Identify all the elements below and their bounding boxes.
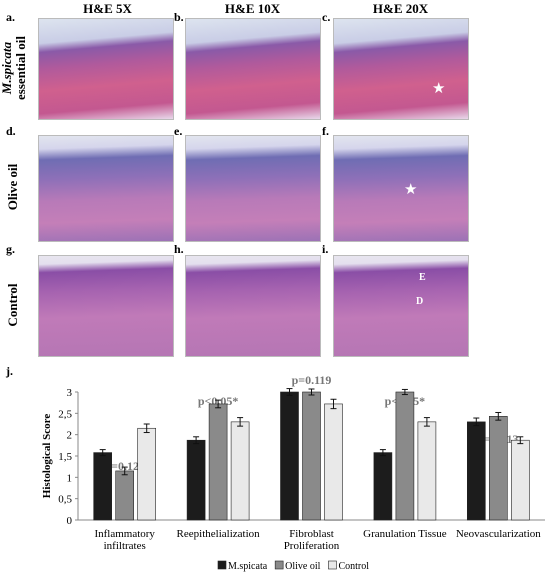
error-bar (517, 436, 524, 445)
legend-swatch (274, 560, 284, 570)
tissue-mark: E (419, 272, 426, 283)
bar (510, 439, 530, 521)
panel-letter: a. (6, 10, 15, 24)
row-label: Olive oil (5, 163, 20, 211)
histology-image (185, 135, 321, 242)
error-bar (379, 449, 386, 457)
histology-image (38, 135, 174, 242)
row-label: Control (5, 283, 20, 327)
column-header: H&E 10X (224, 1, 281, 16)
error-bar (308, 388, 315, 396)
annotation: p=0.119 (292, 373, 332, 387)
histology-image: E D (333, 255, 469, 357)
bar (324, 403, 343, 521)
row-label: M.spicata essential oil (0, 28, 28, 108)
column-header: H&E 5X (83, 1, 132, 16)
legend-label: M.spicata (228, 561, 268, 572)
panel-letter: h. (174, 242, 184, 256)
x-tick-label: Inflammatory infiltrates (94, 528, 155, 552)
bar (488, 416, 508, 521)
y-tick-label: 2 (67, 430, 73, 442)
error-bar (495, 411, 502, 421)
error-bar (121, 466, 128, 476)
x-tick-label: Neovascularization (455, 528, 541, 540)
annotation: p<0.05* (198, 394, 239, 408)
x-tick-label: Fibroblast Proliferation (283, 528, 340, 552)
x-tick-label: Granulation Tissue (363, 528, 447, 540)
bar (115, 470, 134, 521)
legend-label: Olive oil (285, 561, 320, 572)
error-bar (193, 436, 200, 445)
row-label-text: essential oil (13, 36, 28, 100)
error-bar (143, 423, 150, 434)
histology-image (38, 255, 174, 357)
panel-letter: b. (174, 10, 184, 24)
bar (395, 391, 415, 521)
error-bar (423, 417, 430, 427)
y-tick-label: 1,5 (58, 451, 72, 463)
error-bar (99, 449, 106, 457)
bar (93, 452, 112, 521)
bar (230, 421, 250, 521)
error-bar (330, 398, 337, 410)
bar (208, 403, 228, 521)
bar (302, 391, 321, 521)
bar (137, 427, 156, 521)
panel-letter: i. (322, 242, 329, 256)
legend-swatch (328, 560, 337, 570)
panel-letter: e. (174, 124, 183, 138)
panel-letter: j. (6, 364, 13, 378)
column-header: H&E 20X (372, 1, 429, 16)
y-axis-label: Histological Score (41, 414, 53, 499)
panel-letter: g. (6, 242, 15, 256)
x-tick-label: Reepithelialization (176, 528, 260, 540)
bar (417, 421, 437, 521)
annotation: p=0.123 (104, 459, 145, 473)
error-bar (237, 417, 244, 427)
histology-image: ★ (333, 135, 469, 242)
y-tick-label: 3 (67, 387, 73, 399)
star-marker: ★ (404, 182, 418, 198)
error-bar (286, 388, 293, 396)
row-label-italic: M.spicata (0, 41, 14, 95)
bar (373, 452, 393, 521)
panel-letter: c. (322, 10, 331, 24)
histology-image: ★ (333, 18, 469, 120)
bar (186, 439, 206, 521)
y-tick-label: 0,5 (58, 494, 72, 506)
legend-label: Control (338, 561, 369, 572)
error-bar (473, 417, 480, 427)
legend-swatch (217, 560, 227, 570)
star-marker: ★ (432, 81, 446, 97)
annotation: p<0.05* (385, 394, 426, 408)
annotation: p=0.413 (478, 432, 519, 446)
y-tick-label: 1 (67, 472, 73, 484)
y-tick-label: 0 (67, 515, 73, 527)
histology-image (185, 18, 321, 120)
y-tick-label: 2,5 (58, 408, 72, 420)
panel-letter: d. (6, 124, 16, 138)
tissue-mark: D (416, 296, 424, 307)
error-bar (215, 399, 222, 409)
panel-letter: f. (322, 124, 329, 138)
histology-image (185, 255, 321, 357)
bar (280, 391, 299, 521)
bar (466, 421, 486, 521)
histology-image (38, 18, 174, 120)
error-bar (401, 388, 408, 396)
